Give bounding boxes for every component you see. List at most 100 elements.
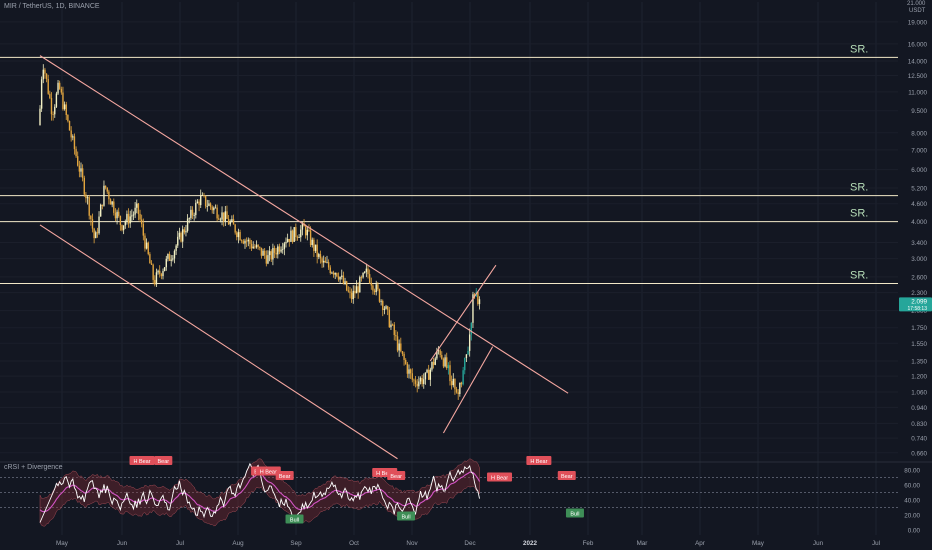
candle-body <box>391 324 394 326</box>
candle-body <box>462 370 464 385</box>
candle <box>237 228 240 244</box>
candle <box>44 67 46 79</box>
candle-body <box>336 272 338 277</box>
candle-body <box>121 224 123 231</box>
indicator-tick-label: 60.00 <box>904 483 920 490</box>
sr-label-1: SR. <box>850 182 868 194</box>
candle-body <box>378 289 381 302</box>
candle <box>195 199 197 219</box>
candle <box>209 202 212 210</box>
price-tick-label: 8.000 <box>911 130 927 137</box>
candle <box>478 296 481 310</box>
candle <box>323 255 325 268</box>
price-tick-label: 0.830 <box>911 421 927 428</box>
time-tick-label: Mar <box>637 540 648 547</box>
candle-body <box>429 369 432 380</box>
candle-body <box>216 207 218 219</box>
candle <box>332 270 335 278</box>
candle-body <box>145 242 148 249</box>
candle-body <box>150 263 153 265</box>
candle-body <box>478 299 481 305</box>
candle-body <box>188 218 190 220</box>
candle-body <box>459 382 461 395</box>
candle-body <box>341 275 343 277</box>
candle-body <box>446 357 448 369</box>
candle-body <box>313 239 315 251</box>
candle <box>280 246 282 254</box>
candle <box>185 225 187 237</box>
candle <box>304 224 307 239</box>
candle <box>300 225 302 242</box>
candle-body <box>154 279 156 285</box>
candle-body <box>111 201 113 205</box>
candle-body <box>155 272 158 285</box>
candle <box>239 229 241 241</box>
candle-body <box>319 254 322 259</box>
candle <box>80 162 82 178</box>
indicator-tick-label: 20.00 <box>904 513 920 520</box>
candle-body <box>308 229 310 231</box>
candle-body <box>137 203 140 214</box>
divergence-label-bg <box>275 471 294 480</box>
candle-body <box>444 357 446 367</box>
candle-body <box>132 214 135 216</box>
candle-body <box>57 82 59 94</box>
candle-body <box>96 232 99 234</box>
candle-body <box>232 219 235 225</box>
candle-body <box>267 255 269 264</box>
candle-body <box>411 373 413 380</box>
candle <box>273 245 276 259</box>
candle-body <box>259 246 261 248</box>
candle <box>350 288 353 303</box>
candle-body <box>373 290 376 293</box>
candle-body <box>214 207 217 209</box>
candle-body <box>222 212 225 222</box>
price-tick-label: 3.400 <box>911 240 927 247</box>
trendlines <box>39 55 569 460</box>
candle <box>65 101 67 120</box>
candle-body <box>163 267 166 272</box>
candle-body <box>260 247 263 256</box>
candle <box>450 375 453 390</box>
candle-body <box>364 271 366 273</box>
quote-currency-label: USDT <box>909 8 926 14</box>
candle-body <box>368 274 371 283</box>
divergence-label-text: H Bear <box>530 459 547 465</box>
candle <box>198 199 200 212</box>
candle-body <box>414 380 417 384</box>
candle-body <box>385 306 387 309</box>
candle <box>200 189 202 208</box>
candle-body <box>421 377 423 384</box>
candle-body <box>455 389 458 393</box>
candle-body <box>386 306 389 310</box>
time-tick-label: Oct <box>349 540 359 547</box>
candle <box>134 202 136 219</box>
candle <box>375 280 377 296</box>
candle <box>254 243 256 249</box>
divergence-label: Bear <box>387 471 406 480</box>
divergence-label-text: Bull <box>290 518 299 524</box>
candle-body <box>45 73 48 80</box>
candle-body <box>263 250 266 256</box>
candle <box>145 238 148 250</box>
candle <box>431 361 433 372</box>
candle-body <box>152 264 154 280</box>
divergence-label: H Bear <box>526 456 552 465</box>
candle-body <box>147 242 149 255</box>
candle <box>275 247 277 259</box>
candle-body <box>129 216 131 224</box>
candle <box>111 200 113 208</box>
candle-body <box>316 244 318 257</box>
candle <box>306 226 309 241</box>
candle <box>352 285 354 304</box>
symbol-title: MIR / TetherUS, 1D, BINANCE <box>4 3 100 10</box>
candle-body <box>80 168 82 172</box>
candle <box>364 271 366 274</box>
candle <box>421 374 423 387</box>
candle <box>183 227 186 235</box>
candle-body <box>200 195 202 206</box>
price-tick-label: 1.550 <box>911 341 927 348</box>
divergence-label: Bull <box>397 511 416 521</box>
